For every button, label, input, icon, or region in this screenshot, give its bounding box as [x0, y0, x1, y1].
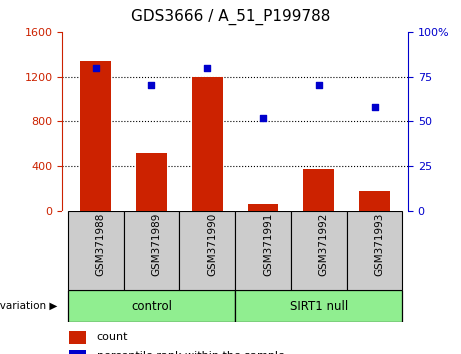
- Text: GSM371991: GSM371991: [263, 213, 273, 276]
- Bar: [80, 61, 111, 211]
- Bar: [359, 191, 390, 211]
- Point: [259, 115, 266, 120]
- Bar: [136, 153, 167, 211]
- Point: [92, 65, 100, 70]
- Text: control: control: [131, 300, 172, 313]
- Text: GSM371993: GSM371993: [374, 213, 384, 276]
- Text: SIRT1 null: SIRT1 null: [290, 300, 348, 313]
- Bar: [69, 331, 87, 344]
- Point: [315, 82, 322, 88]
- Text: GDS3666 / A_51_P199788: GDS3666 / A_51_P199788: [131, 9, 330, 25]
- Bar: [192, 76, 223, 211]
- Bar: [68, 290, 235, 322]
- Text: GSM371990: GSM371990: [207, 213, 217, 276]
- Bar: [179, 211, 235, 290]
- Bar: [69, 350, 87, 354]
- Text: percentile rank within the sample: percentile rank within the sample: [97, 351, 285, 354]
- Text: count: count: [97, 332, 128, 342]
- Text: GSM371992: GSM371992: [319, 213, 329, 276]
- Bar: [68, 211, 124, 290]
- Bar: [124, 211, 179, 290]
- Bar: [347, 211, 402, 290]
- Bar: [235, 290, 402, 322]
- Bar: [248, 204, 278, 211]
- Text: GSM371989: GSM371989: [152, 213, 161, 276]
- Text: genotype/variation ▶: genotype/variation ▶: [0, 301, 58, 311]
- Point: [204, 65, 211, 70]
- Bar: [303, 169, 334, 211]
- Text: GSM371988: GSM371988: [96, 213, 106, 276]
- Point: [371, 104, 378, 110]
- Bar: [291, 211, 347, 290]
- Bar: [235, 211, 291, 290]
- Point: [148, 82, 155, 88]
